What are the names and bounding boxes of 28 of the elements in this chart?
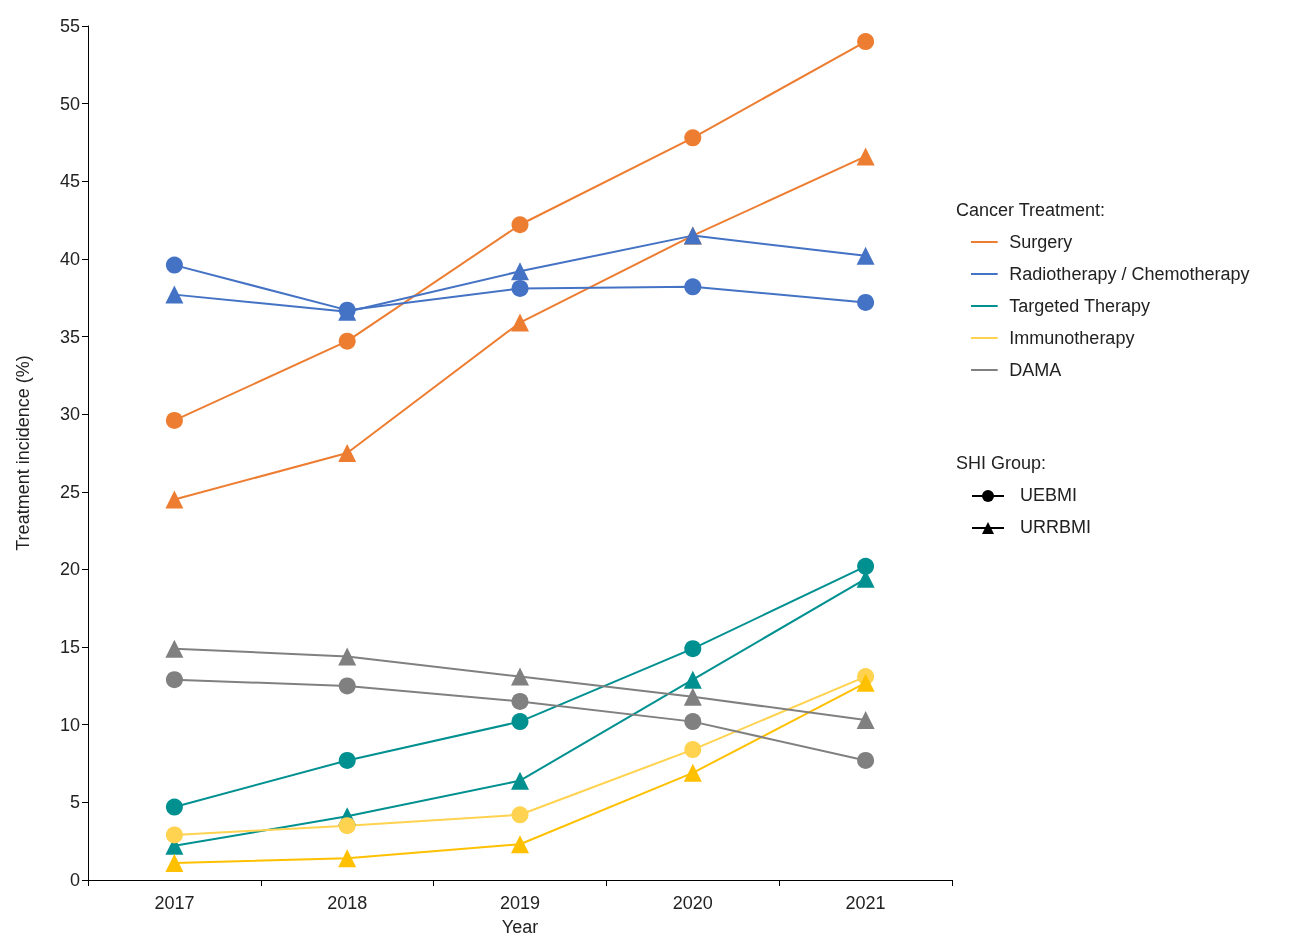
y-tick-label: 45 [59, 171, 80, 192]
text: UEBMI [1020, 485, 1078, 506]
y-tick-label: 10 [59, 714, 80, 735]
y-tick-label: 0 [69, 870, 80, 890]
text: SHI Group: [956, 453, 1047, 474]
y-tick-label: 50 [59, 93, 80, 114]
legend-label: Targeted Therapy [1009, 296, 1151, 316]
x-tick-label: 2020 [672, 893, 713, 913]
legend-label: Immunotherapy [1009, 328, 1135, 348]
x-tick-label: 2021 [845, 893, 886, 913]
y-tick-label: 5 [69, 792, 80, 813]
y-axis-title: Treatment incidence (%) [13, 355, 33, 551]
legend-title: Cancer Treatment: [956, 200, 1106, 221]
text: URRBMI [1020, 517, 1091, 538]
legend-label: DAMA [1009, 360, 1062, 380]
x-tick-label: 2019 [499, 893, 541, 913]
y-tick-label: 40 [59, 248, 80, 269]
legend-label: Radiotherapy / Chemotherapy [1009, 264, 1250, 284]
y-tick-label: 25 [59, 481, 80, 502]
x-tick-label: 2017 [154, 893, 195, 913]
x-tick-label: 2018 [327, 893, 368, 913]
legend-label: Surgery [1009, 232, 1073, 252]
y-tick-label: 15 [59, 637, 80, 658]
y-tick-label: 35 [59, 326, 80, 347]
y-tick-label: 55 [59, 16, 80, 36]
y-tick-label: 30 [59, 404, 80, 425]
x-axis-title: Year [501, 917, 539, 937]
y-tick-label: 20 [59, 559, 80, 580]
